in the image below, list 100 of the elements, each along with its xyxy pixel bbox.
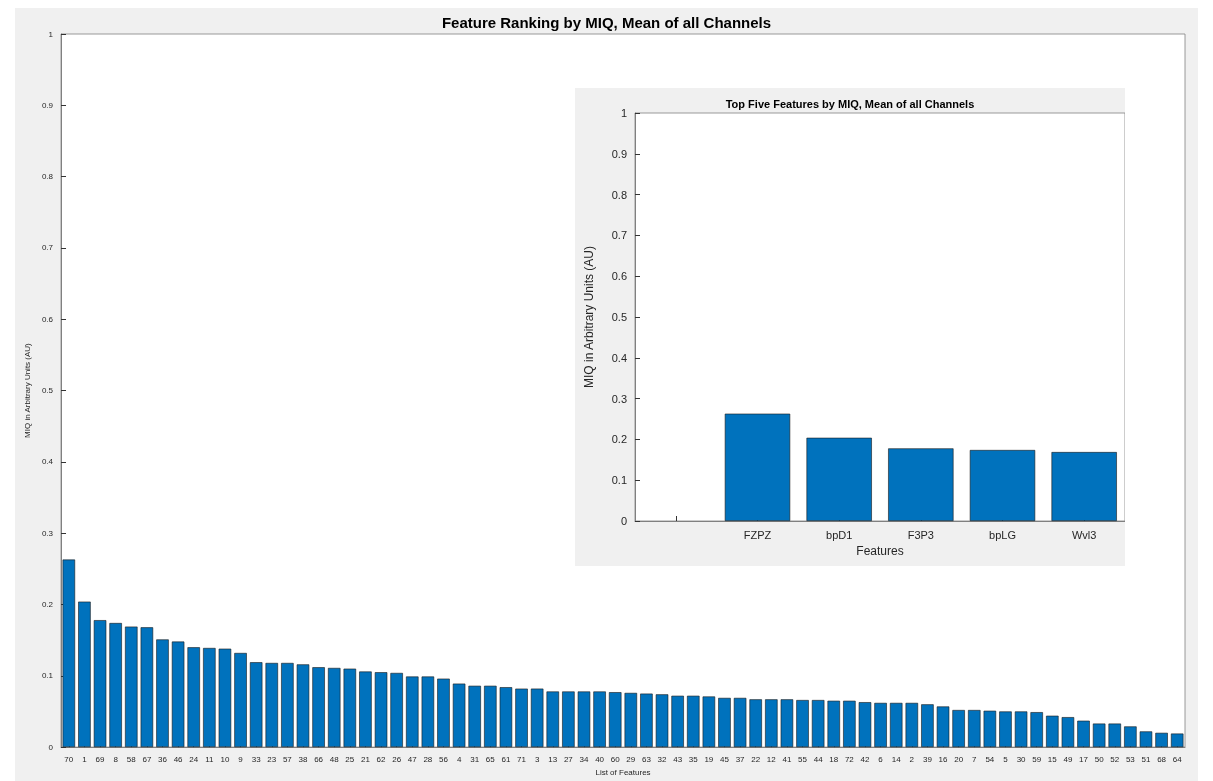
x-tick-label: 50 (1094, 754, 1105, 764)
y-axis-title: MIQ in Arbitrary Units (AU) (582, 245, 596, 389)
x-axis-title: List of Features (595, 767, 651, 777)
x-tick-label: 21 (360, 754, 371, 764)
x-tick-label: 38 (298, 754, 308, 764)
bar (687, 695, 700, 748)
x-tick-label: 5 (1003, 754, 1009, 764)
x-tick-label: 31 (470, 754, 480, 764)
bar (93, 620, 107, 748)
x-tick-label: 9 (238, 754, 244, 764)
bar (327, 667, 341, 748)
bar (1061, 717, 1075, 748)
y-tick-label: 1 (620, 107, 627, 119)
x-tick-label: 58 (126, 754, 137, 764)
x-tick-label: 33 (251, 754, 262, 764)
bar (265, 662, 279, 748)
bar (1092, 723, 1106, 748)
y-tick-label: 0 (48, 742, 54, 752)
bar (1170, 733, 1184, 748)
y-tick-label: 0.6 (41, 314, 54, 324)
x-tick-label: 13 (548, 754, 558, 764)
bar (718, 697, 731, 748)
bar (1124, 726, 1137, 748)
x-tick-label: 32 (657, 754, 668, 764)
x-tick-label: 39 (922, 754, 933, 764)
bar (437, 678, 450, 748)
x-tick-label: 61 (501, 754, 511, 764)
bar (281, 662, 294, 748)
bar (109, 623, 122, 748)
x-tick-label: 69 (95, 754, 106, 764)
x-tick-label: 26 (392, 754, 402, 764)
bar (218, 648, 232, 748)
x-tick-label: 63 (641, 754, 652, 764)
x-tick-label: bpLG (989, 528, 1016, 541)
x-tick-label: 62 (376, 754, 387, 764)
x-tick-label: 19 (704, 754, 714, 764)
x-tick-label: 35 (688, 754, 699, 764)
x-tick-label: 55 (798, 754, 808, 764)
x-tick-label: 20 (954, 754, 964, 764)
x-tick-label: 51 (1141, 754, 1151, 764)
bar (499, 687, 513, 748)
x-tick-label: 43 (673, 754, 683, 764)
bar (655, 694, 669, 748)
bar (452, 683, 466, 748)
bar (999, 711, 1012, 748)
bar (593, 691, 606, 748)
bar (983, 710, 997, 748)
bar (156, 639, 169, 748)
x-tick-label: 49 (1063, 754, 1073, 764)
bar (359, 671, 372, 748)
x-tick-label: FZPZ (743, 528, 772, 541)
x-tick-label: 7 (972, 754, 978, 764)
bar (1046, 715, 1059, 748)
bar (1108, 723, 1121, 748)
x-tick-label: 72 (844, 754, 855, 764)
bar (530, 688, 544, 748)
bar (1014, 711, 1028, 748)
bar (780, 699, 794, 748)
y-tick-label: 0.4 (611, 351, 627, 364)
x-tick-label: 30 (1016, 754, 1027, 764)
y-axis-title: MIQ in Arbitrary Units (AU) (22, 342, 32, 438)
x-tick-label: F3P3 (907, 528, 934, 541)
bar (1030, 712, 1043, 748)
bar (843, 700, 856, 748)
x-tick-label: 70 (64, 754, 74, 764)
y-tick-label: 0.8 (611, 188, 627, 201)
x-tick-label: 42 (860, 754, 870, 764)
x-tick-label: 44 (813, 754, 824, 764)
x-tick-label: 40 (595, 754, 605, 764)
y-tick-label: 0.2 (611, 433, 627, 446)
bar (140, 627, 154, 748)
x-tick-label: 66 (314, 754, 324, 764)
y-tick-label: 1 (48, 29, 54, 39)
x-tick-label: 12 (766, 754, 777, 764)
y-tick-label: 0.1 (41, 671, 54, 681)
x-tick-label: 6 (878, 754, 884, 764)
bar (234, 652, 247, 748)
bar (296, 664, 310, 748)
y-tick-label: 0.9 (41, 100, 54, 110)
bar (858, 702, 872, 748)
bar (62, 559, 76, 748)
x-tick-label: 56 (439, 754, 449, 764)
bar (874, 702, 887, 748)
x-tick-label: 2 (909, 754, 915, 764)
bar (1155, 732, 1168, 748)
x-tick-label: 64 (1172, 754, 1183, 764)
bar (374, 672, 388, 748)
y-tick-label: 0.5 (611, 311, 627, 323)
bar (952, 710, 965, 748)
bar (546, 691, 560, 748)
x-tick-label: 60 (610, 754, 621, 764)
bar (749, 699, 762, 748)
bar (702, 696, 716, 748)
y-tick-label: 0.4 (41, 457, 54, 467)
bar (765, 699, 778, 748)
bar (171, 641, 185, 748)
x-tick-label: 71 (517, 754, 527, 764)
x-tick-label: 68 (1157, 754, 1167, 764)
y-tick-label: 0.9 (611, 147, 627, 160)
x-tick-label: 18 (829, 754, 839, 764)
